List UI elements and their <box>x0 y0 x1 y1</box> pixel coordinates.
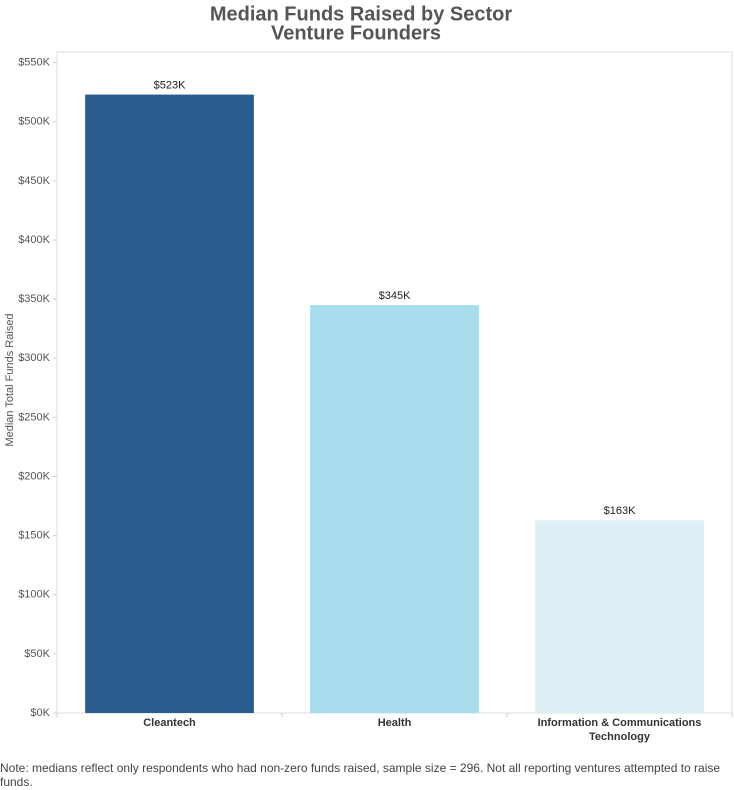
y-tick-label: $100K <box>18 589 50 601</box>
note: Note: medians reflect only respondents w… <box>0 761 721 789</box>
chart: Median Funds Raised by Sector Venture Fo… <box>4 3 733 719</box>
x-tick-label: Health <box>377 717 412 729</box>
y-tick-label: $250K <box>18 411 50 423</box>
y-tick-label: $0K <box>30 707 50 719</box>
y-tick-label: $450K <box>18 175 50 187</box>
chart-title: Median Funds Raised by Sector <box>210 3 513 25</box>
bar <box>85 94 254 714</box>
x-tick-label: Cleantech <box>143 717 196 729</box>
y-tick-label: $500K <box>18 116 50 128</box>
y-tick-label: $300K <box>18 352 50 364</box>
y-tick-label: $50K <box>24 648 50 660</box>
y-tick-label: $550K <box>18 57 50 69</box>
y-tick-label: $400K <box>18 234 50 246</box>
chart-subtitle: Venture Founders <box>271 22 441 44</box>
bar <box>535 520 704 713</box>
bar <box>310 305 479 713</box>
y-axis-label: Median Total Funds Raised <box>4 313 16 446</box>
x-tick-label: Information & Communications Technology <box>537 717 702 743</box>
value-label: $345K <box>379 290 411 302</box>
y-tick-label: $200K <box>18 470 50 482</box>
value-label: $163K <box>604 505 636 517</box>
y-tick-label: $150K <box>18 530 50 542</box>
value-label: $523K <box>154 79 186 91</box>
y-tick-label: $350K <box>18 293 50 305</box>
